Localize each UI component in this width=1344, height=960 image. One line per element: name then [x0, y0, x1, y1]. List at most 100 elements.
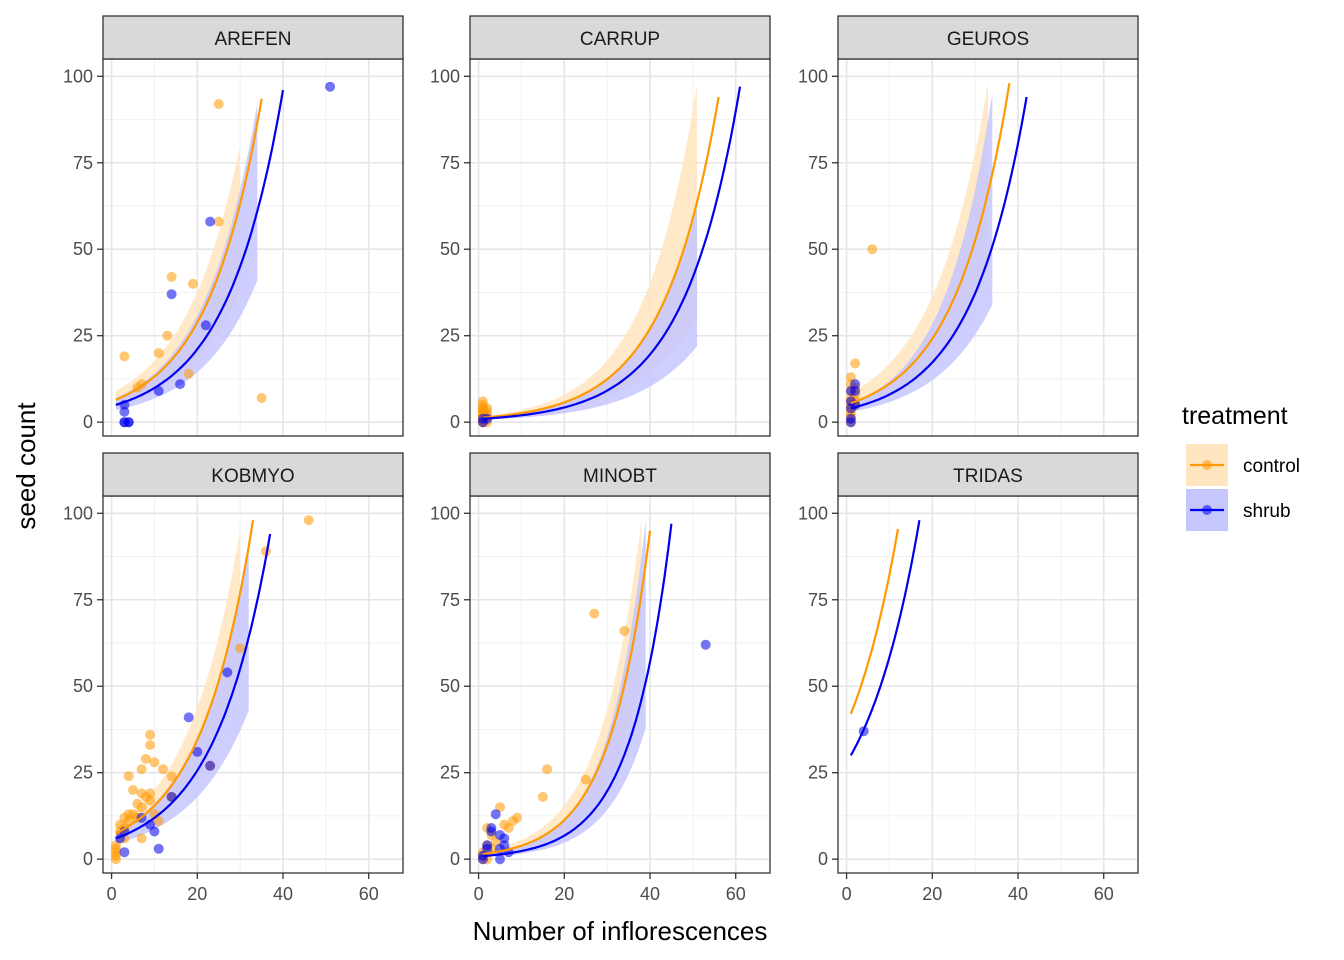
facet-strip-label: GEUROS: [947, 29, 1029, 50]
data-point-control: [123, 771, 134, 782]
data-point-control: [213, 99, 224, 109]
y-tick-label: 75: [808, 590, 828, 610]
y-tick-label: 0: [83, 412, 93, 432]
x-tick-label: 60: [726, 884, 746, 904]
fitted-curve-control: [849, 528, 900, 715]
y-tick-label: 0: [818, 412, 828, 432]
data-point-shrub: [205, 216, 216, 227]
y-tick-label: 100: [430, 66, 460, 86]
data-point-control: [145, 788, 156, 799]
data-point-shrub: [486, 823, 497, 833]
x-tick-label: 40: [273, 884, 293, 904]
y-tick-label: 25: [440, 326, 460, 346]
legend-key-point: [1202, 460, 1212, 470]
y-tick-label: 75: [440, 153, 460, 173]
facet-strip-label: MINOBT: [583, 466, 657, 487]
y-tick-label: 50: [73, 676, 93, 696]
data-point-control: [136, 802, 147, 813]
data-point-control: [512, 812, 523, 823]
plot-area: [477, 520, 711, 865]
data-point-control: [149, 757, 160, 768]
facet-tridas: TRIDAS 0 25 50 75 100 0 20 40 60: [798, 452, 1139, 904]
data-point-control: [153, 348, 164, 358]
data-point-shrub: [192, 746, 203, 757]
data-point-control: [235, 643, 246, 654]
facet-minobt: MINOBT 0 25 50 75 100 0 20 40 60: [430, 452, 771, 904]
confidence-ribbon-shrub: [115, 547, 249, 844]
data-point-shrub: [499, 833, 510, 844]
data-point-shrub: [845, 417, 856, 428]
facet-strip: [469, 15, 771, 60]
y-tick-label: 0: [450, 412, 460, 432]
data-point-control: [188, 278, 198, 289]
data-point-shrub: [149, 826, 160, 837]
data-point-control: [166, 771, 177, 782]
plot-area: [110, 515, 314, 865]
x-tick-label: 0: [474, 884, 484, 904]
x-tick-label: 40: [1008, 884, 1028, 904]
plot-area: [849, 520, 921, 756]
data-point-shrub: [490, 809, 501, 820]
data-point-control: [537, 791, 548, 802]
fitted-curve-control: [115, 520, 255, 835]
y-tick-label: 75: [73, 590, 93, 610]
data-point-control: [867, 244, 878, 255]
x-axis-title: Number of inflorescences: [473, 916, 768, 946]
fitted-curve-control: [482, 530, 652, 856]
data-point-control: [110, 854, 121, 865]
panel-background: [838, 496, 1138, 873]
data-point-control: [213, 216, 224, 227]
data-point-control: [619, 625, 630, 636]
facet-strip-label: CARRUP: [580, 29, 660, 50]
data-point-shrub: [183, 712, 194, 723]
data-point-shrub: [482, 840, 493, 851]
x-tick-label: 20: [187, 884, 207, 904]
data-point-control: [145, 795, 156, 806]
fitted-curve-shrub: [850, 96, 1028, 410]
data-point-control: [136, 764, 147, 775]
plot-area: [115, 81, 336, 428]
confidence-ribbon-shrub: [115, 104, 258, 411]
x-tick-label: 60: [359, 884, 379, 904]
data-point-control: [145, 740, 156, 750]
fitted-curve-control: [482, 96, 720, 419]
data-point-control: [153, 816, 164, 827]
confidence-ribbon-control: [482, 83, 698, 419]
data-point-control: [158, 764, 168, 775]
x-tick-label: 20: [922, 884, 942, 904]
y-tick-label: 100: [63, 66, 93, 86]
plot-area: [477, 83, 742, 428]
y-tick-label: 25: [440, 763, 460, 783]
fitted-curve-shrub: [482, 523, 673, 858]
y-tick-label: 0: [83, 849, 93, 869]
data-point-shrub: [175, 379, 186, 390]
facet-kobmyo: KOBMYO 0 25 50 75 100 0 20 40 60: [63, 452, 404, 904]
x-tick-label: 60: [1094, 884, 1114, 904]
y-tick-label: 25: [808, 326, 828, 346]
data-point-shrub: [119, 406, 130, 417]
facet-geuros: GEUROS 0 25 50 75 100: [798, 15, 1139, 437]
data-point-control: [256, 393, 267, 403]
legend-key-point: [1202, 505, 1212, 515]
legend-title: treatment: [1182, 402, 1288, 430]
y-tick-label: 75: [73, 153, 93, 173]
data-point-shrub: [205, 760, 216, 771]
data-point-control: [136, 833, 147, 844]
data-point-control: [119, 351, 130, 362]
data-point-control: [542, 764, 553, 775]
data-point-shrub: [700, 639, 711, 650]
confidence-ribbon-shrub: [482, 207, 698, 420]
y-tick-label: 100: [63, 503, 93, 523]
legend-entry-shrub: shrub: [1186, 489, 1291, 531]
fitted-curve-shrub: [849, 520, 921, 756]
y-tick-label: 50: [73, 239, 93, 259]
data-point-shrub: [850, 386, 861, 396]
confidence-ribbon-shrub: [850, 93, 993, 412]
facet-strip: [102, 452, 404, 497]
y-tick-label: 50: [808, 239, 828, 259]
facet-strip: [469, 452, 771, 497]
legend: treatment control shrub: [1182, 402, 1300, 531]
y-tick-label: 50: [808, 676, 828, 696]
data-point-shrub: [166, 289, 177, 300]
data-point-shrub: [123, 417, 134, 428]
